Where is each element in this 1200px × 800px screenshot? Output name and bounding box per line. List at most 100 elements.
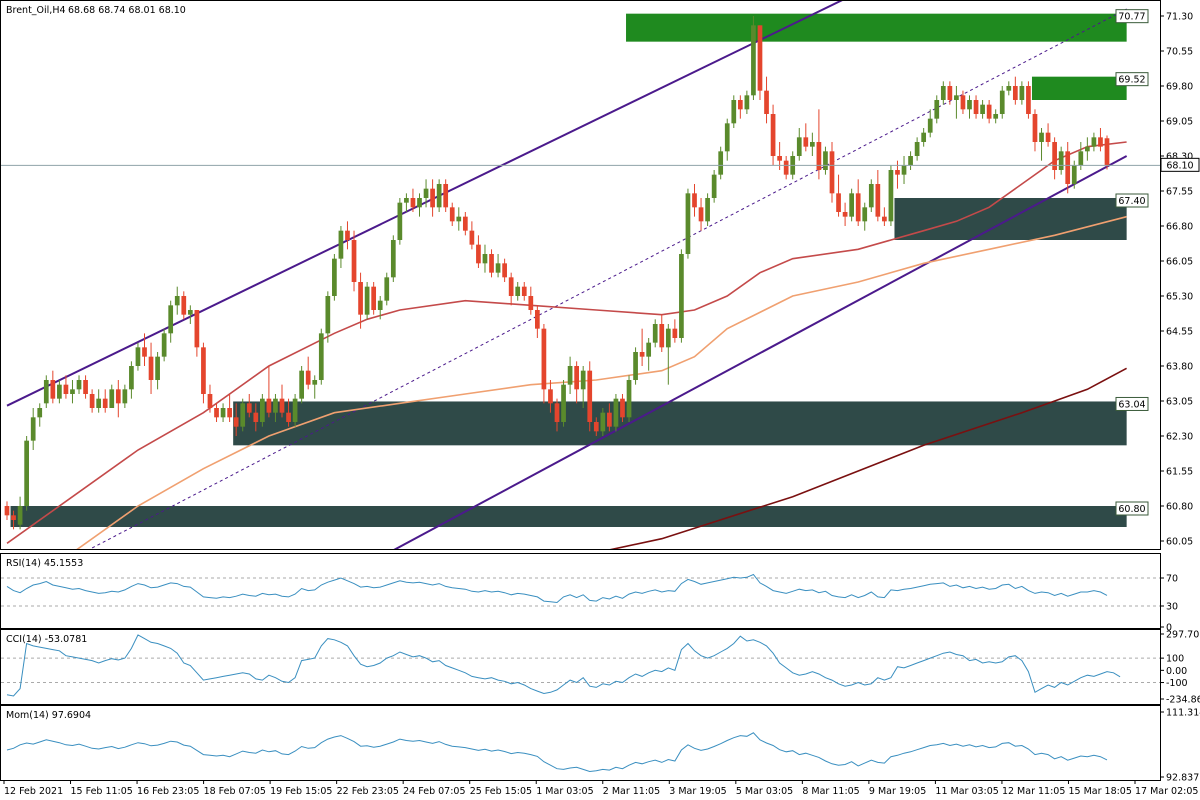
- candle: [312, 375, 318, 399]
- candle: [168, 300, 174, 343]
- candle-body: [24, 440, 29, 506]
- candle: [220, 403, 226, 422]
- candle-body: [692, 193, 697, 208]
- chart-symbol-label: Brent_Oil,H4: [6, 5, 66, 16]
- candle-body: [751, 25, 756, 96]
- candle-body: [1091, 137, 1097, 147]
- candle-body: [875, 184, 881, 217]
- candle-body: [76, 380, 82, 390]
- candle-body: [345, 230, 350, 240]
- candle: [325, 291, 331, 343]
- candle-body: [934, 100, 940, 119]
- candle: [626, 375, 632, 422]
- candle: [803, 123, 809, 152]
- candle-body: [1032, 114, 1038, 142]
- candle-body: [521, 286, 527, 296]
- candle: [1045, 123, 1051, 147]
- channel-line: [6, 1, 843, 407]
- candle: [83, 375, 88, 399]
- candle: [174, 286, 180, 315]
- candle-body: [561, 384, 566, 422]
- candle-body: [600, 412, 606, 432]
- candle-body: [895, 170, 900, 175]
- candle: [960, 90, 966, 114]
- time-tick-label: 25 Feb 15:05: [470, 786, 532, 797]
- indicator-tick-label: 111.3144: [1166, 708, 1200, 719]
- time-tick-label: 18 Feb 07:05: [204, 786, 266, 797]
- candle: [102, 389, 108, 413]
- candle-body: [947, 86, 953, 100]
- candle-body: [63, 384, 69, 394]
- candle-body: [672, 328, 678, 338]
- candle-body: [665, 328, 671, 348]
- time-tick-label: 2 Mar 11:05: [603, 786, 660, 797]
- candle: [868, 179, 874, 212]
- candle: [469, 221, 475, 250]
- candle-body: [652, 324, 658, 343]
- channel-lines-layer: [6, 1, 1128, 549]
- candle: [580, 366, 586, 408]
- candle: [161, 328, 167, 362]
- candle: [685, 188, 691, 259]
- candle: [279, 384, 285, 418]
- channel-midline: [89, 8, 1127, 549]
- candle: [659, 314, 665, 352]
- rsi-pane[interactable]: RSI(14) 45.1553: [0, 553, 1161, 629]
- price-pane[interactable]: Brent_Oil,H4 68.68 68.74 68.01 68.10 70.…: [0, 0, 1161, 758]
- price-tick-label: 62.30: [1166, 432, 1193, 443]
- momentum-pane-frame: [0, 705, 1161, 781]
- candle-body: [246, 403, 252, 413]
- candle-body: [476, 244, 481, 264]
- candle: [233, 403, 239, 436]
- candle: [836, 174, 841, 217]
- candle-body: [1052, 142, 1057, 170]
- candle: [358, 272, 363, 329]
- candle: [718, 146, 724, 180]
- time-tick-label: 17 Mar 02:05: [1135, 786, 1198, 797]
- time-tick-label: 9 Mar 19:05: [869, 786, 926, 797]
- momentum-pane[interactable]: Mom(14) 97.6904: [0, 705, 1161, 781]
- channel-line: [393, 155, 1128, 549]
- candle-body: [495, 263, 501, 273]
- candle: [201, 342, 206, 404]
- candle-body: [810, 142, 815, 147]
- candle-body: [83, 380, 88, 394]
- candle: [495, 254, 501, 278]
- candle: [443, 179, 449, 212]
- candle-body: [1045, 132, 1051, 142]
- candle-body: [279, 398, 285, 413]
- candle: [652, 319, 658, 348]
- candle: [253, 403, 259, 432]
- price-tick-label: 61.55: [1166, 467, 1193, 478]
- candle: [842, 202, 848, 226]
- candle: [1058, 146, 1064, 175]
- candle: [528, 286, 534, 315]
- indicator-tick-label: 297.70: [1166, 630, 1199, 641]
- candle-body: [338, 230, 344, 259]
- time-tick-label: 15 Mar 18:05: [1068, 786, 1131, 797]
- zone-rect: [626, 13, 1127, 42]
- candle: [187, 305, 193, 324]
- rsi-pane-frame: [0, 553, 1161, 629]
- zone-rect: [10, 506, 1127, 527]
- candle: [561, 380, 566, 427]
- candle-body: [397, 202, 403, 240]
- candle: [122, 384, 128, 408]
- candle-body: [1085, 146, 1090, 152]
- candle-body: [187, 310, 193, 315]
- candle-body: [999, 90, 1005, 114]
- candle-body: [1078, 151, 1084, 166]
- candle: [384, 272, 390, 306]
- price-tick-label: 64.55: [1166, 327, 1193, 338]
- cci-pane[interactable]: CCI(14) -53.0781: [0, 629, 1161, 705]
- candle: [482, 244, 488, 273]
- candle: [423, 179, 429, 208]
- candle: [980, 100, 985, 119]
- candle-body: [593, 422, 599, 432]
- zone-label-box: [1115, 72, 1149, 87]
- candle: [757, 25, 763, 100]
- candle: [135, 342, 141, 371]
- candle-body: [567, 366, 573, 385]
- time-tick-label: 15 Feb 11:05: [71, 786, 133, 797]
- candle: [783, 156, 789, 180]
